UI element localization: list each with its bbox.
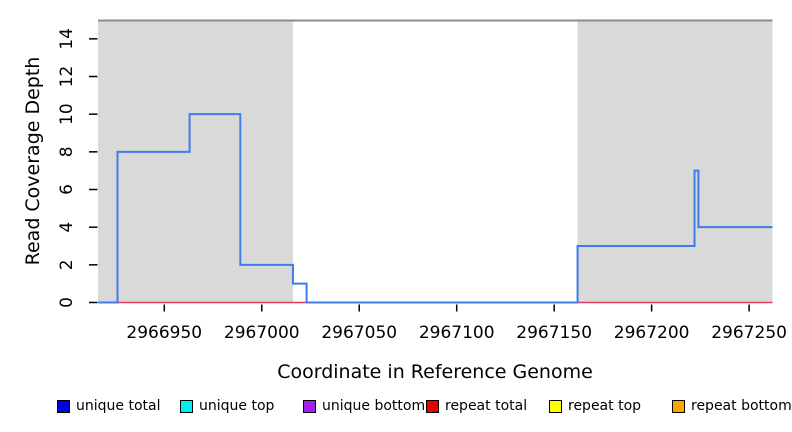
y-axis-tick-label: 2 <box>57 259 77 270</box>
legend-swatch <box>672 399 685 413</box>
y-axis-tick-label: 10 <box>57 103 77 125</box>
coverage-plot: 2966950 2967000 2967050 2967100 2967150 29672… <box>57 19 787 343</box>
legend-item: repeat top <box>549 398 672 414</box>
x-axis-tick-label: 2967200 <box>614 323 690 343</box>
masked-region <box>577 20 773 303</box>
y-axis-title: Read Coverage Depth <box>22 56 44 266</box>
x-axis-tick-label: 2967000 <box>224 323 300 343</box>
legend-item: unique total <box>57 398 180 414</box>
y-axis-tick-label: 4 <box>57 222 77 233</box>
legend-swatch <box>426 399 439 413</box>
series-line-unique-total <box>98 113 773 304</box>
legend-item: unique top <box>180 398 303 414</box>
x-axis-tick-label: 2967250 <box>711 323 787 343</box>
legend-swatch <box>180 399 193 413</box>
legend-item-label: unique top <box>199 398 275 414</box>
legend-item: repeat total <box>426 398 549 414</box>
y-axis-tick-label: 12 <box>57 66 77 88</box>
legend-swatch <box>303 399 316 413</box>
y-axis-tick-label: 0 <box>57 297 77 308</box>
legend-item-label: repeat top <box>568 398 642 414</box>
legend-swatch <box>57 399 70 413</box>
legend-item-label: repeat bottom <box>691 398 792 414</box>
legend-item-label: unique total <box>76 398 161 414</box>
legend-item: unique bottom <box>303 398 426 414</box>
masked-region <box>98 20 293 303</box>
legend-item: repeat bottom <box>672 398 792 414</box>
y-axis-tick-label: 6 <box>57 184 77 195</box>
legend-item-label: unique bottom <box>322 398 426 414</box>
x-axis-tick-label: 2966950 <box>126 323 202 343</box>
x-axis-title: Coordinate in Reference Genome <box>277 361 593 383</box>
legend: unique total unique top unique bottom repea… <box>57 398 792 414</box>
x-axis-tick-label: 2967050 <box>321 323 397 343</box>
legend-item-label: repeat total <box>445 398 528 414</box>
legend-swatch <box>549 399 562 413</box>
y-axis-tick-label: 14 <box>57 28 77 50</box>
y-axis-tick-label: 8 <box>57 146 77 157</box>
x-axis-tick-label: 2967150 <box>516 323 592 343</box>
x-axis-tick-label: 2967100 <box>419 323 495 343</box>
